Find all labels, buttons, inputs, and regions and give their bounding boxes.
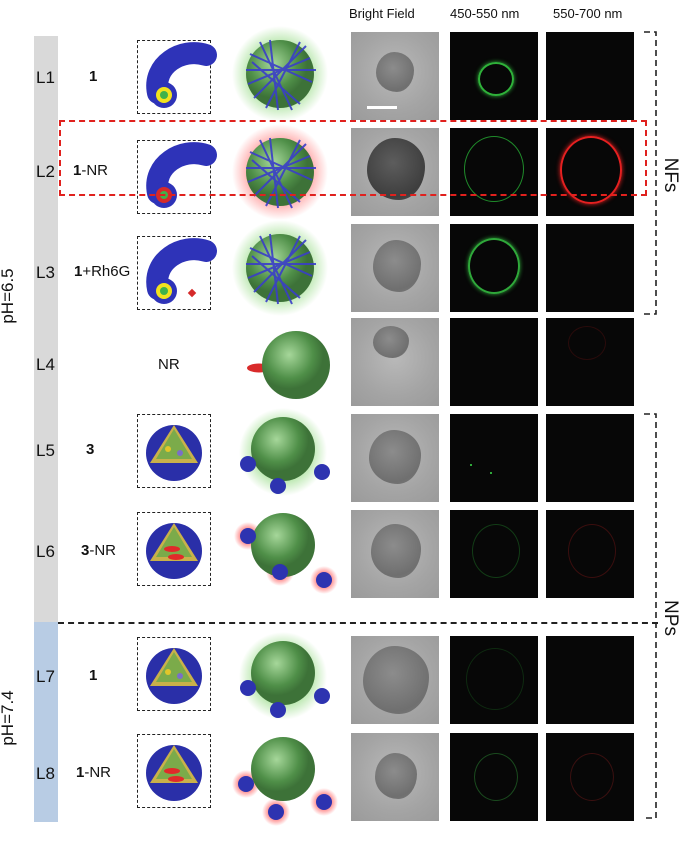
- red-channel-image-l6: [546, 510, 634, 598]
- scale-bar: [367, 106, 397, 109]
- green-channel-image-l4: [450, 318, 538, 406]
- particle-schematic-l7: [137, 637, 211, 711]
- row-label-l8: L8: [36, 764, 55, 783]
- bright-field-image-l4: [351, 318, 439, 406]
- particle-schematic-l8: [137, 734, 211, 808]
- header-green-channel: 450-550 nm: [450, 6, 520, 21]
- green-channel-image-l7: [450, 636, 538, 724]
- particle-cross-section-icon: [146, 648, 202, 704]
- bright-field-image-l2: [351, 128, 439, 216]
- bright-field-image-l6: [351, 510, 439, 598]
- red-channel-image-l8: [546, 733, 634, 821]
- row-label-l1: L1: [36, 68, 55, 87]
- nanoparticle-bracket: [644, 413, 657, 819]
- bright-field-image-l7: [351, 636, 439, 724]
- header-bright-field: Bright Field: [349, 6, 415, 21]
- compound-label-l6: 3-NR: [81, 542, 117, 559]
- green-channel-image-l8: [450, 733, 538, 821]
- particle-schematic-l6: [137, 512, 211, 586]
- red-channel-image-l3: [546, 224, 634, 312]
- compound-label-l4: NR: [158, 356, 180, 373]
- particle-schematic-l5: [137, 414, 211, 488]
- bright-field-image-l5: [351, 414, 439, 502]
- row-label-l3: L3: [36, 263, 55, 282]
- green-channel-image-l6: [450, 510, 538, 598]
- fiber-spheroid-l1: [232, 26, 328, 122]
- compound-label-l5: 3: [86, 441, 95, 458]
- particle-cross-section-icon: [146, 745, 202, 801]
- red-channel-image-l5: [546, 414, 634, 502]
- green-channel-image-l2: [450, 128, 538, 216]
- fiber-cross-section-icon: [146, 42, 217, 108]
- ph-low-label: pH=6.5: [0, 268, 17, 324]
- ph-low-bar: [34, 36, 58, 622]
- red-channel-image-l1: [546, 32, 634, 120]
- ph-separator-line: [58, 622, 658, 624]
- particle-spheroid-l5: [239, 408, 330, 496]
- green-channel-image-l3: [450, 224, 538, 312]
- ph-high-bar: [34, 622, 58, 822]
- compound-label-l2: 1-NR: [73, 162, 109, 179]
- green-channel-image-l5: [450, 414, 538, 502]
- particle-spheroid-l8: [232, 737, 338, 826]
- fiber-cross-section-icon: [146, 238, 217, 304]
- row-label-l5: L5: [36, 441, 55, 460]
- fiber-spheroid-l3: [232, 220, 328, 316]
- highlight-box-l2: [59, 120, 647, 196]
- fiber-schematic-l1: [137, 40, 217, 114]
- nanofiber-bracket: [644, 31, 657, 315]
- row-label-l4: L4: [36, 355, 55, 374]
- header-red-channel: 550-700 nm: [553, 6, 623, 21]
- particle-cross-section-icon: [146, 425, 202, 481]
- bright-field-image-l1: [351, 32, 439, 120]
- row-label-l2: L2: [36, 162, 55, 181]
- row-label-l6: L6: [36, 542, 55, 561]
- compound-label-l7: 1: [89, 667, 98, 684]
- bright-field-image-l8: [351, 733, 439, 821]
- green-channel-image-l1: [450, 32, 538, 120]
- fiber-schematic-l3: [137, 236, 217, 310]
- particle-spheroid-l7: [239, 632, 330, 720]
- particle-cross-section-icon: [146, 523, 202, 579]
- nanofibers-label: NFs: [660, 157, 681, 193]
- bare-spheroid-l4: [262, 331, 330, 399]
- compound-label-l1: 1: [89, 68, 98, 85]
- red-channel-image-l4: [546, 318, 634, 406]
- bright-field-image-l3: [351, 224, 439, 312]
- compound-label-l8: 1-NR: [76, 764, 112, 781]
- red-channel-image-l2: [546, 128, 634, 216]
- row-label-l7: L7: [36, 667, 55, 686]
- ph-high-label: pH=7.4: [0, 690, 17, 746]
- particle-spheroid-l6: [234, 513, 338, 594]
- compound-label-l3: 1+Rh6G: [74, 263, 131, 280]
- red-channel-image-l7: [546, 636, 634, 724]
- nanoparticles-label: NPs: [660, 600, 681, 636]
